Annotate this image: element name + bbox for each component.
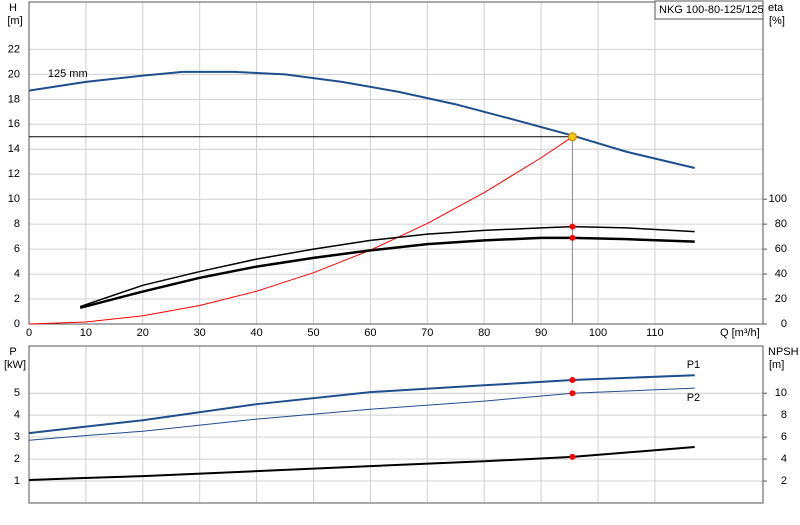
y2-axis-unit: [m] xyxy=(769,359,784,371)
duty-point xyxy=(569,377,576,384)
y2-tick-label: 4 xyxy=(781,453,787,465)
curve xyxy=(28,387,695,441)
x-tick-label: 20 xyxy=(137,327,149,339)
curve xyxy=(28,136,573,325)
y-axis-unit: [m] xyxy=(7,15,22,27)
duty-point xyxy=(569,390,576,397)
y-tick-label: 22 xyxy=(8,43,20,55)
curve-label: P2 xyxy=(687,392,700,404)
y2-tick-label: 80 xyxy=(775,218,787,230)
y2-tick-label: 2 xyxy=(781,475,787,487)
x-tick-label: 0 xyxy=(26,327,32,339)
title-box xyxy=(654,0,764,20)
y2-tick-label: 60 xyxy=(775,243,787,255)
x-axis-title: Q [m³/h] xyxy=(720,327,760,339)
y2-tick-label: 0 xyxy=(781,318,787,330)
x-tick-label: 40 xyxy=(250,327,262,339)
curve xyxy=(28,374,695,435)
curve xyxy=(28,70,695,169)
plot-frame xyxy=(28,1,764,325)
curve-label: 125 mm xyxy=(48,68,88,80)
duty-point xyxy=(569,234,576,241)
curve xyxy=(79,236,695,309)
y-tick-label: 18 xyxy=(8,93,20,105)
y2-tick-label: 10 xyxy=(775,387,787,399)
y-tick-label: 4 xyxy=(14,409,20,421)
y-tick-label: 12 xyxy=(8,168,20,180)
y-axis-title: H xyxy=(9,2,17,14)
y2-axis-title: NPSH xyxy=(768,346,799,358)
y-tick-label: 2 xyxy=(14,453,20,465)
x-tick-label: 90 xyxy=(535,327,547,339)
x-tick-label: 100 xyxy=(589,327,607,339)
y-tick-label: 3 xyxy=(14,431,20,443)
y-tick-label: 6 xyxy=(14,243,20,255)
curve-label: P1 xyxy=(687,359,700,371)
x-tick-label: 110 xyxy=(646,327,664,339)
x-tick-label: 70 xyxy=(421,327,433,339)
y-tick-label: 8 xyxy=(14,218,20,230)
x-tick-label: 60 xyxy=(364,327,376,339)
x-tick-label: 50 xyxy=(307,327,319,339)
chart-title: NKG 100-80-125/125 xyxy=(659,4,764,16)
curve xyxy=(79,225,695,308)
y-tick-label: 10 xyxy=(8,193,20,205)
y2-tick-label: 6 xyxy=(781,431,787,443)
duty-point xyxy=(569,453,576,460)
y2-tick-label: 100 xyxy=(769,193,787,205)
y2-tick-label: 20 xyxy=(775,293,787,305)
y2-axis-title: eta xyxy=(768,2,784,14)
duty-point xyxy=(567,132,577,142)
x-tick-label: 30 xyxy=(194,327,206,339)
y-tick-label: 14 xyxy=(8,143,20,155)
y2-axis-unit: [%] xyxy=(769,15,785,27)
plot-frame xyxy=(28,345,764,504)
y-tick-label: 20 xyxy=(8,68,20,80)
y-tick-label: 4 xyxy=(14,268,20,280)
y2-tick-label: 40 xyxy=(775,268,787,280)
duty-point xyxy=(569,223,576,230)
y-tick-label: 5 xyxy=(14,387,20,399)
y-tick-label: 16 xyxy=(8,118,20,130)
y-tick-label: 0 xyxy=(14,318,20,330)
y2-tick-label: 8 xyxy=(781,409,787,421)
x-tick-label: 80 xyxy=(478,327,490,339)
y-axis-unit: [kW] xyxy=(4,359,26,371)
y-tick-label: 2 xyxy=(14,293,20,305)
curve xyxy=(28,446,695,481)
x-tick-label: 10 xyxy=(80,327,92,339)
y-tick-label: 1 xyxy=(14,475,20,487)
y-axis-title: P xyxy=(9,346,16,358)
